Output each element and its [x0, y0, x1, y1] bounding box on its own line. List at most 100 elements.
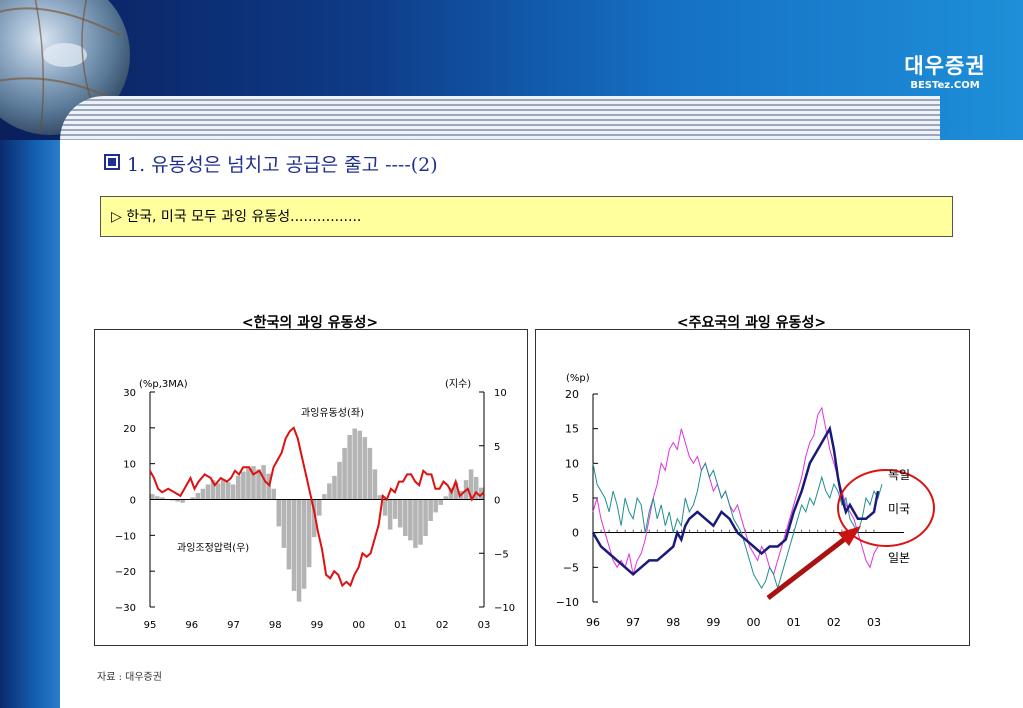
- korea-bar: [418, 499, 423, 545]
- note-text: ▷ 한국, 미국 모두 과잉 유동성................: [111, 209, 362, 225]
- korea-bar: [306, 499, 312, 568]
- major-x-tick-label: 97: [626, 616, 640, 629]
- korea-left-tick-label: 20: [123, 424, 136, 435]
- korea-bar: [403, 499, 408, 537]
- korea-bar: [413, 499, 418, 548]
- korea-x-tick-label: 97: [227, 620, 240, 631]
- korea-x-tick-label: 00: [352, 620, 365, 631]
- major-y-tick-label: 20: [565, 388, 579, 401]
- korea-left-unit: (%p,3MA): [139, 379, 188, 390]
- korea-bar: [291, 499, 297, 591]
- korea-bar: [352, 428, 357, 500]
- korea-bar: [276, 499, 282, 527]
- korea-bar: [301, 499, 307, 589]
- major-y-tick-label: 0: [572, 527, 579, 540]
- korea-bar: [155, 496, 160, 500]
- highlight-ellipse: [837, 469, 935, 547]
- korea-bar: [408, 499, 413, 541]
- korea-bar: [271, 488, 277, 500]
- korea-bar: [332, 475, 337, 500]
- korea-right-tick-label: 5: [494, 442, 500, 453]
- korea-bar: [448, 487, 454, 500]
- korea-x-tick-label: 01: [394, 620, 407, 631]
- major-unit: (%p): [566, 373, 590, 384]
- korea-bar: [266, 473, 271, 500]
- korea-x-tick-label: 95: [144, 620, 157, 631]
- korea-bar: [433, 499, 438, 513]
- korea-bar: [362, 437, 368, 500]
- korea-x-tick-label: 96: [185, 620, 198, 631]
- korea-bar: [347, 435, 352, 500]
- major-chart-frame: 20 15 10 5 0 −5 −10 96 97 98 99 00 01 02 03 (%p) 독일 미국…: [535, 329, 970, 646]
- trend-arrow-shaft: [766, 536, 848, 600]
- korea-left-tick-label: 30: [123, 388, 136, 399]
- korea-bar: [230, 484, 236, 500]
- major-x-tick-label: 99: [706, 616, 720, 629]
- korea-bar: [160, 497, 165, 500]
- korea-bar: [327, 483, 332, 500]
- korea-x-tick-label: 98: [269, 620, 282, 631]
- korea-bar: [377, 495, 383, 500]
- korea-bar: [423, 499, 428, 537]
- korea-axes: [149, 392, 485, 607]
- korea-bar: [256, 469, 261, 500]
- korea-left-tick-label: 0: [130, 496, 136, 507]
- korea-bar: [367, 447, 373, 500]
- major-axes: [592, 394, 904, 602]
- korea-bar: [342, 447, 347, 500]
- major-y-tick-label: −5: [563, 561, 579, 574]
- legend-usa: 미국: [888, 502, 910, 516]
- legend-japan: 일본: [888, 551, 910, 565]
- major-x-tick-label: 98: [666, 616, 680, 629]
- korea-right-tick-label: −5: [494, 549, 509, 560]
- korea-bar: [322, 494, 327, 500]
- major-x-tick-label: 02: [827, 616, 841, 629]
- note-box: ▷ 한국, 미국 모두 과잉 유동성................: [100, 196, 953, 237]
- korea-bar: [473, 476, 479, 500]
- korea-bar: [241, 471, 246, 500]
- korea-bar: [251, 466, 256, 500]
- square-bullet-icon: [104, 154, 120, 170]
- legend-germany: 독일: [888, 468, 910, 482]
- korea-x-tick-label: 03: [478, 620, 491, 631]
- major-y-tick-label: 5: [572, 492, 579, 505]
- korea-bar: [372, 469, 378, 500]
- korea-bar: [397, 499, 403, 528]
- korea-bar: [170, 499, 175, 501]
- major-chart: 20 15 10 5 0 −5 −10 96 97 98 99 00 01 02 03 (%p) 독일 미국…: [556, 373, 935, 629]
- korea-bar: [311, 499, 317, 538]
- major-series-line-japan: [592, 406, 879, 576]
- korea-bar: [261, 465, 266, 500]
- korea-bar: [190, 497, 196, 500]
- korea-bar: [382, 499, 388, 516]
- major-x-tick-label: 03: [867, 616, 881, 629]
- korea-bar: [225, 482, 231, 500]
- korea-bar: [337, 461, 342, 500]
- korea-bar: [236, 475, 241, 500]
- korea-right-tick-label: 10: [494, 388, 507, 399]
- major-y-tick-label: −10: [556, 596, 579, 609]
- trend-arrow-head: [838, 526, 861, 546]
- korea-line-label: 과잉유동성(좌): [301, 407, 364, 419]
- korea-bar: [175, 499, 180, 502]
- korea-bar: [438, 499, 444, 505]
- section-title-text: 1. 유동성은 넘치고 공급은 줄고 ----(2): [127, 154, 438, 176]
- brand-site: BESTez.COM: [910, 80, 980, 91]
- korea-bar: [281, 499, 287, 548]
- korea-bar: [200, 488, 206, 500]
- korea-chart-frame: 30 20 10 0 −10 −20 −30 10 5 0 −5 −10 95 96 97 98 99 00 01 0…: [94, 329, 528, 646]
- korea-bar: [215, 483, 221, 500]
- major-x-tick-label: 96: [586, 616, 600, 629]
- major-series-line-germany: [592, 462, 883, 590]
- left-sidebar-bar: [0, 140, 60, 708]
- korea-bar: [468, 469, 474, 500]
- source-note: 자료 : 대우증권: [97, 672, 162, 683]
- korea-bar-series: [150, 428, 484, 602]
- major-y-tick-label: 10: [565, 457, 579, 470]
- major-y-tick-label: 15: [565, 423, 579, 436]
- korea-right-tick-label: 0: [494, 496, 500, 507]
- korea-line-series: [149, 426, 485, 588]
- major-x-tick-label: 00: [747, 616, 761, 629]
- korea-x-tick-label: 99: [311, 620, 324, 631]
- korea-left-tick-label: 10: [123, 460, 136, 471]
